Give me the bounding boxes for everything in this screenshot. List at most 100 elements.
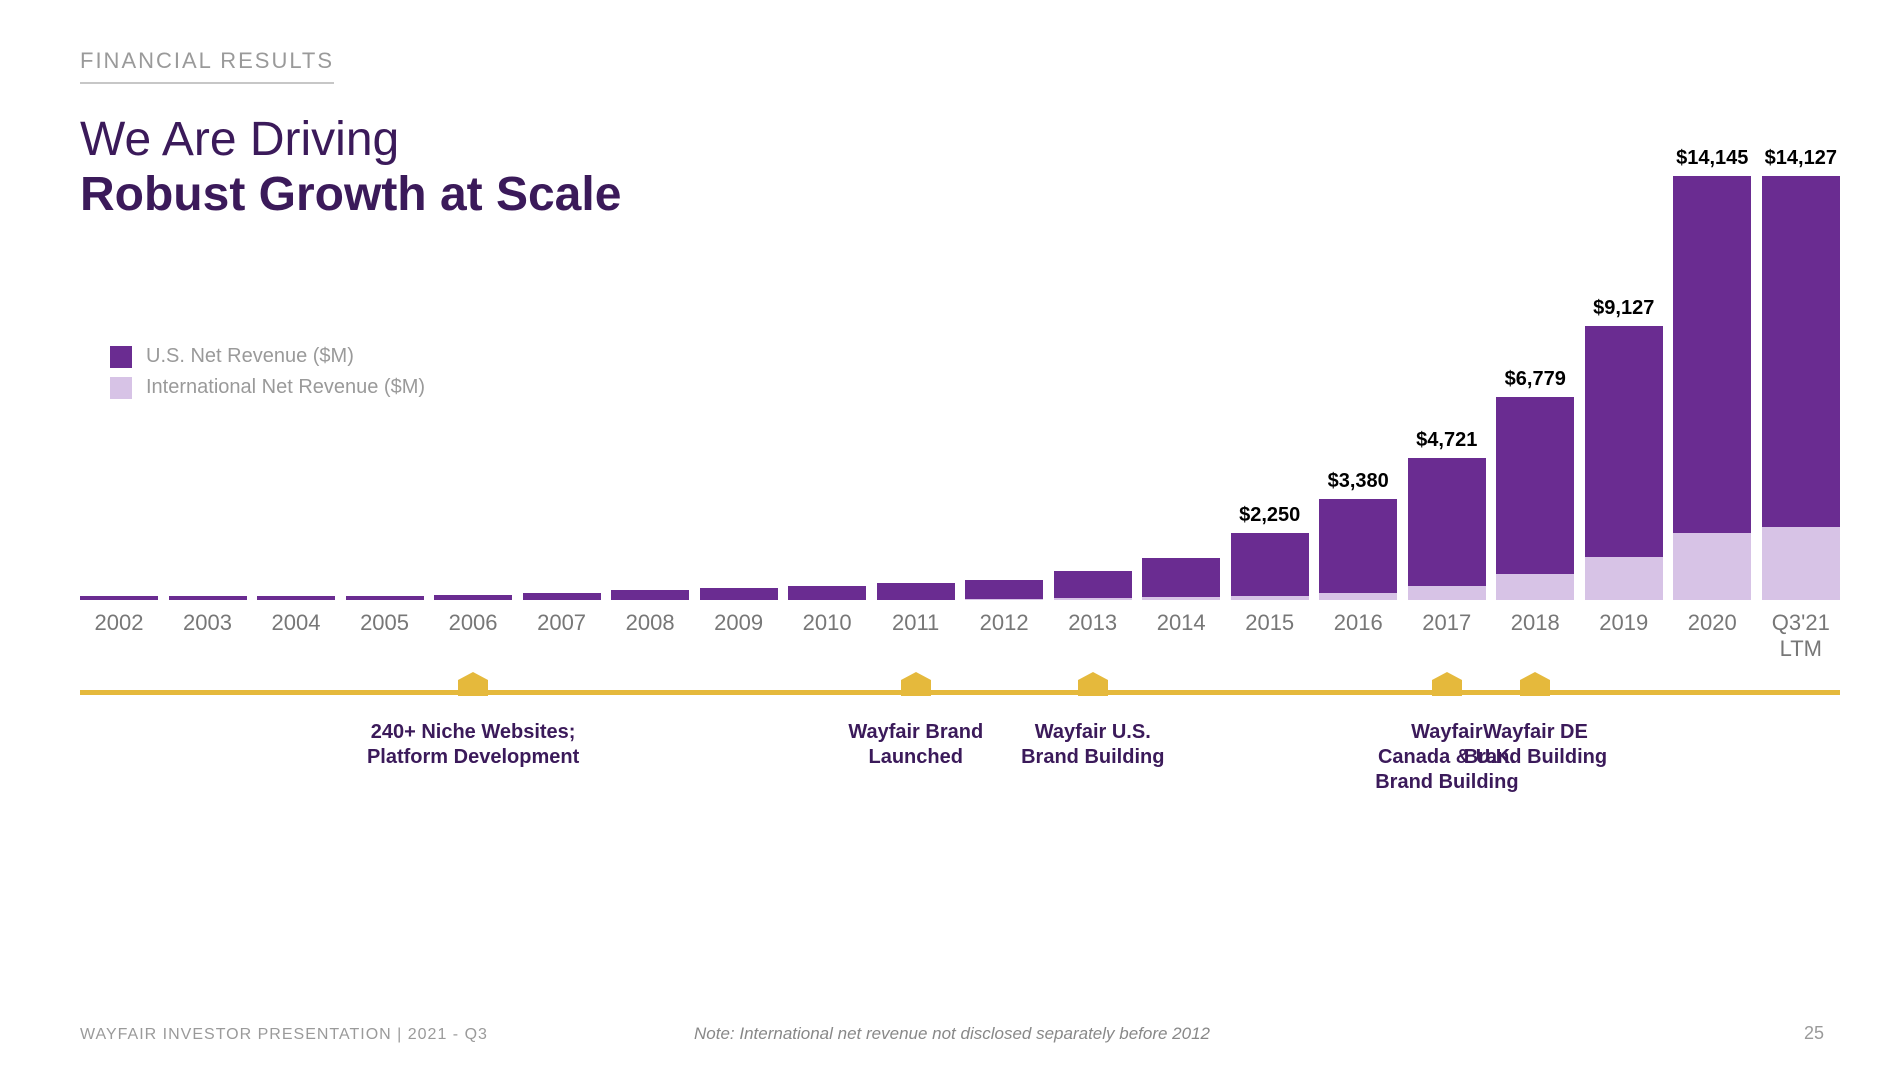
x-axis-label: 2011 — [877, 610, 955, 663]
x-axis-label: Q3'21LTM — [1762, 610, 1840, 663]
bar-segment-us — [1319, 499, 1397, 594]
x-axis-label: 2012 — [965, 610, 1043, 663]
bar-segment-us — [1231, 533, 1309, 596]
bar-segment-intl — [1496, 574, 1574, 600]
bar-segment-us — [1585, 326, 1663, 557]
bar-stack — [1231, 533, 1309, 601]
x-axis-labels: 2002200320042005200620072008200920102011… — [80, 610, 1840, 663]
bar-column — [80, 596, 158, 600]
bar-segment-intl — [1673, 533, 1751, 600]
bar-stack — [1496, 397, 1574, 600]
bar-segment-intl — [1762, 527, 1840, 600]
bar-stack — [1762, 176, 1840, 600]
bar-segment-us — [1673, 176, 1751, 533]
bar-stack — [523, 593, 601, 601]
bar-segment-us — [169, 596, 247, 600]
x-axis-label: 2009 — [700, 610, 778, 663]
bar-column: $2,250 — [1231, 504, 1309, 601]
x-axis-label: 2019 — [1585, 610, 1663, 663]
footer-note: Note: International net revenue not disc… — [694, 1024, 1210, 1044]
bar-segment-intl — [965, 599, 1043, 600]
page-number: 25 — [1804, 1023, 1824, 1044]
bar-segment-us — [434, 595, 512, 600]
bar-segment-us — [965, 580, 1043, 600]
bar-column — [965, 580, 1043, 601]
x-axis-label: 2016 — [1319, 610, 1397, 663]
milestone-label: Wayfair BrandLaunched — [848, 720, 983, 770]
bar-segment-us — [1762, 176, 1840, 527]
bar-column: $3,380 — [1319, 470, 1397, 600]
x-axis-label: 2020 — [1673, 610, 1751, 663]
bar-segment-intl — [1319, 593, 1397, 600]
milestone-label: 240+ Niche Websites;Platform Development — [367, 720, 579, 770]
bar-column — [611, 590, 689, 600]
bar-stack — [1408, 458, 1486, 600]
section-label: FINANCIAL RESULTS — [80, 48, 334, 84]
slide: FINANCIAL RESULTS We Are Driving Robust … — [0, 0, 1904, 1070]
bar-segment-us — [700, 588, 778, 600]
bar-segment-intl — [1142, 597, 1220, 600]
milestone-label: Wayfair DEBrand Building — [1464, 720, 1607, 770]
revenue-chart: $2,250 $3,380$4,721 $6,779 $9,127 $14,145 $14… — [80, 150, 1840, 600]
bar-segment-us — [1142, 558, 1220, 597]
x-axis-label: 2013 — [1054, 610, 1132, 663]
x-axis-label: 2015 — [1231, 610, 1309, 663]
milestone-label: Wayfair U.S.Brand Building — [1021, 720, 1164, 770]
timeline-marker-icon — [1520, 672, 1550, 696]
x-axis-label: 2008 — [611, 610, 689, 663]
bar-segment-intl — [1054, 598, 1132, 600]
bar-stack — [788, 586, 866, 600]
x-axis-label: 2018 — [1496, 610, 1574, 663]
bar-segment-us — [1496, 397, 1574, 574]
bar-value-label: $9,127 — [1593, 297, 1654, 320]
x-axis-label: 2007 — [523, 610, 601, 663]
bar-value-label: $6,779 — [1505, 368, 1566, 391]
bar-column: $14,145 — [1673, 147, 1751, 600]
bar-column — [1054, 571, 1132, 600]
bar-column: $4,721 — [1408, 429, 1486, 600]
bar-value-label: $14,127 — [1765, 147, 1837, 170]
x-axis-label: 2005 — [346, 610, 424, 663]
bar-segment-us — [257, 596, 335, 600]
bar-column: $14,127 — [1762, 147, 1840, 600]
timeline-marker-icon — [1078, 672, 1108, 696]
bar-segment-us — [80, 596, 158, 600]
bar-column — [523, 593, 601, 601]
bar-segment-us — [611, 590, 689, 600]
timeline-marker-icon — [458, 672, 488, 696]
bar-stack — [877, 583, 955, 600]
bar-stack — [1319, 499, 1397, 600]
bar-value-label: $2,250 — [1239, 504, 1300, 527]
bar-value-label: $14,145 — [1676, 147, 1748, 170]
bar-column: $6,779 — [1496, 368, 1574, 600]
bar-column — [700, 588, 778, 600]
bar-segment-us — [1408, 458, 1486, 586]
bar-column — [257, 596, 335, 600]
bar-segment-us — [1054, 571, 1132, 598]
bar-stack — [80, 596, 158, 600]
bar-stack — [965, 580, 1043, 601]
x-axis-label: 2006 — [434, 610, 512, 663]
bar-column — [434, 595, 512, 600]
bar-stack — [434, 595, 512, 600]
x-axis-label: 2003 — [169, 610, 247, 663]
bar-column — [346, 596, 424, 600]
bar-segment-us — [346, 596, 424, 600]
x-axis-label: 2002 — [80, 610, 158, 663]
bar-stack — [1585, 326, 1663, 600]
x-axis-label: 2014 — [1142, 610, 1220, 663]
bar-stack — [1673, 176, 1751, 600]
bar-segment-intl — [1408, 586, 1486, 600]
bar-segment-us — [877, 583, 955, 600]
bar-stack — [611, 590, 689, 600]
bar-stack — [257, 596, 335, 600]
x-axis-label: 2017 — [1408, 610, 1486, 663]
bar-column: $9,127 — [1585, 297, 1663, 600]
bar-segment-intl — [1585, 557, 1663, 600]
bar-stack — [700, 588, 778, 600]
timeline — [80, 690, 1840, 695]
bar-column — [169, 596, 247, 600]
bar-segment-us — [523, 593, 601, 601]
bar-stack — [346, 596, 424, 600]
bar-column — [788, 586, 866, 600]
